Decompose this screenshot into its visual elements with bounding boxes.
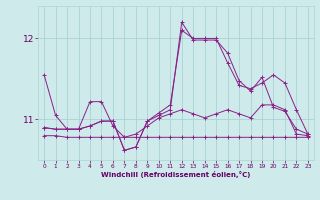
X-axis label: Windchill (Refroidissement éolien,°C): Windchill (Refroidissement éolien,°C) bbox=[101, 171, 251, 178]
